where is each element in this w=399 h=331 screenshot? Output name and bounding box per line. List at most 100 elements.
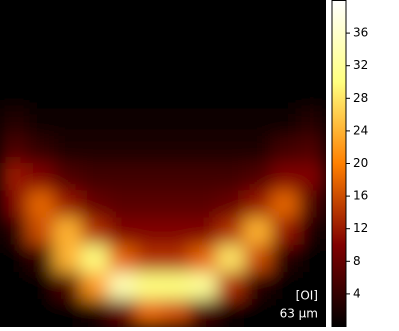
heatmap-cell — [0, 135, 28, 164]
heatmap-cell — [244, 244, 273, 273]
heatmap — [0, 0, 326, 327]
heatmap-cell — [271, 299, 300, 327]
heatmap-cell — [244, 217, 273, 246]
heatmap-cell — [189, 272, 218, 301]
heatmap-cell — [271, 54, 300, 83]
heatmap-cell — [53, 26, 82, 55]
heatmap-cell — [298, 108, 326, 137]
heatmap-cell — [0, 54, 28, 83]
heatmap-cell — [162, 0, 191, 28]
heatmap-cell — [162, 217, 191, 246]
heatmap-cell — [81, 244, 110, 273]
heatmap-cell — [298, 135, 326, 164]
heatmap-cell — [216, 244, 245, 273]
annotation: 63 µm — [280, 307, 318, 321]
heatmap-cell — [26, 135, 55, 164]
heatmap-cell — [26, 272, 55, 301]
heatmap-cell — [271, 244, 300, 273]
heatmap-cell — [81, 135, 110, 164]
heatmap-cell — [244, 190, 273, 219]
heatmap-cell — [135, 217, 164, 246]
heatmap-cell — [81, 190, 110, 219]
heatmap-cell — [216, 163, 245, 192]
heatmap-cell — [298, 190, 326, 219]
heatmap-cell — [108, 190, 137, 219]
heatmap-cell — [189, 81, 218, 110]
heatmap-cell — [0, 299, 28, 327]
heatmap-cell — [135, 81, 164, 110]
colorbar-tick-label: 8 — [353, 254, 361, 268]
heatmap-cell — [53, 272, 82, 301]
heatmap-cell — [135, 299, 164, 327]
heatmap-cell — [135, 54, 164, 83]
heatmap-cell — [189, 54, 218, 83]
heatmap-cell — [271, 190, 300, 219]
annotation: [OI] — [296, 289, 318, 303]
heatmap-cell — [162, 299, 191, 327]
heatmap-cell — [0, 244, 28, 273]
heatmap-cell — [108, 217, 137, 246]
heatmap-cell — [216, 26, 245, 55]
heatmap-cell — [26, 244, 55, 273]
heatmap-cell — [81, 81, 110, 110]
heatmap-cell — [216, 54, 245, 83]
heatmap-cell — [298, 217, 326, 246]
heatmap-cell — [53, 0, 82, 28]
heatmap-cell — [53, 190, 82, 219]
heatmap-cell — [0, 272, 28, 301]
heatmap-cell — [81, 0, 110, 28]
heatmap-cell — [244, 26, 273, 55]
heatmap-cell — [298, 26, 326, 55]
heatmap-cell — [108, 54, 137, 83]
heatmap-cell — [189, 0, 218, 28]
heatmap-cell — [271, 108, 300, 137]
heatmap-cell — [189, 244, 218, 273]
heatmap-cell — [244, 0, 273, 28]
heatmap-cell — [244, 135, 273, 164]
heatmap-cell — [244, 108, 273, 137]
heatmap-cell — [189, 163, 218, 192]
heatmap-cell — [108, 26, 137, 55]
heatmap-cell — [81, 54, 110, 83]
heatmap-cell — [162, 272, 191, 301]
heatmap-cell — [108, 81, 137, 110]
heatmap-cell — [135, 244, 164, 273]
heatmap-cell — [0, 26, 28, 55]
heatmap-cell — [108, 0, 137, 28]
heatmap-cell — [271, 0, 300, 28]
heatmap-cell — [271, 135, 300, 164]
heatmap-cell — [81, 272, 110, 301]
heatmap-cell — [135, 135, 164, 164]
heatmap-cell — [216, 0, 245, 28]
heatmap-cell — [162, 190, 191, 219]
colorbar-tick-label: 36 — [353, 26, 368, 40]
colorbar-tick-label: 12 — [353, 221, 368, 235]
heatmap-cell — [108, 108, 137, 137]
heatmap-cell — [26, 217, 55, 246]
heatmap-cell — [189, 299, 218, 327]
heatmap-cell — [108, 272, 137, 301]
heatmap-cell — [53, 108, 82, 137]
heatmap-cell — [108, 163, 137, 192]
heatmap-cell — [81, 299, 110, 327]
heatmap-cell — [26, 81, 55, 110]
heatmap-cell — [271, 217, 300, 246]
heatmap-cell — [0, 190, 28, 219]
heatmap-cell — [189, 190, 218, 219]
heatmap-cell — [135, 0, 164, 28]
heatmap-cell — [271, 163, 300, 192]
heatmap-cell — [244, 299, 273, 327]
heatmap-cell — [0, 108, 28, 137]
heatmap-cell — [162, 108, 191, 137]
heatmap-cell — [53, 163, 82, 192]
heatmap-cell — [135, 163, 164, 192]
heatmap-cell — [53, 135, 82, 164]
heatmap-cell — [216, 272, 245, 301]
heatmap-cell — [81, 108, 110, 137]
heatmap-cell — [298, 54, 326, 83]
heatmap-cell — [216, 190, 245, 219]
colorbar-tick-label: 4 — [353, 286, 361, 300]
heatmap-cell — [244, 81, 273, 110]
heatmap-cell — [298, 81, 326, 110]
